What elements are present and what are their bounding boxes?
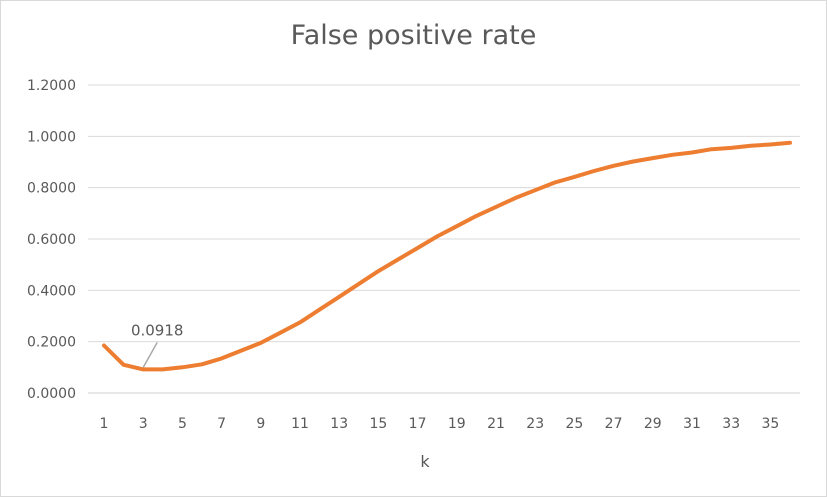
y-tick-label: 0.0000 <box>27 386 76 402</box>
x-tick-label: 27 <box>605 416 623 432</box>
x-tick-label: 13 <box>330 416 348 432</box>
x-tick-label: 31 <box>683 416 701 432</box>
x-axis-tick-labels: 1 3 5 7 9 11 13 15 17 19 21 23 25 27 29 31 33 35 <box>100 416 780 432</box>
y-tick-label: 0.2000 <box>27 335 76 351</box>
x-tick-label: 11 <box>291 416 309 432</box>
x-tick-label: 21 <box>487 416 505 432</box>
x-tick-label: 1 <box>100 416 109 432</box>
x-tick-label: 25 <box>565 416 583 432</box>
chart-title: False positive rate <box>290 20 537 51</box>
x-tick-label: 35 <box>761 416 779 432</box>
annotation-layer: 0.0918 <box>131 321 184 368</box>
series-line <box>102 140 792 372</box>
y-tick-label: 1.2000 <box>27 78 76 94</box>
annotation-label: 0.0918 <box>131 321 184 339</box>
x-axis-label: k <box>420 452 430 471</box>
x-tick-label: 9 <box>256 416 265 432</box>
y-axis-tick-labels: 0.0000 0.2000 0.4000 0.6000 0.8000 1.0000 1.20… <box>27 78 76 402</box>
x-tick-label: 19 <box>448 416 466 432</box>
x-tick-label: 33 <box>722 416 740 432</box>
series-layer <box>102 140 792 372</box>
x-tick-label: 23 <box>526 416 544 432</box>
x-tick-label: 7 <box>217 416 226 432</box>
annotation-leader-line <box>142 342 158 368</box>
grid-lines <box>88 84 800 394</box>
x-tick-label: 15 <box>369 416 387 432</box>
x-tick-label: 17 <box>409 416 427 432</box>
x-tick-label: 5 <box>178 416 187 432</box>
y-tick-label: 1.0000 <box>27 129 76 145</box>
y-tick-label: 0.6000 <box>27 232 76 248</box>
x-tick-label: 29 <box>644 416 662 432</box>
y-tick-label: 0.4000 <box>27 283 76 299</box>
x-tick-label: 3 <box>139 416 148 432</box>
y-tick-label: 0.8000 <box>27 181 76 197</box>
